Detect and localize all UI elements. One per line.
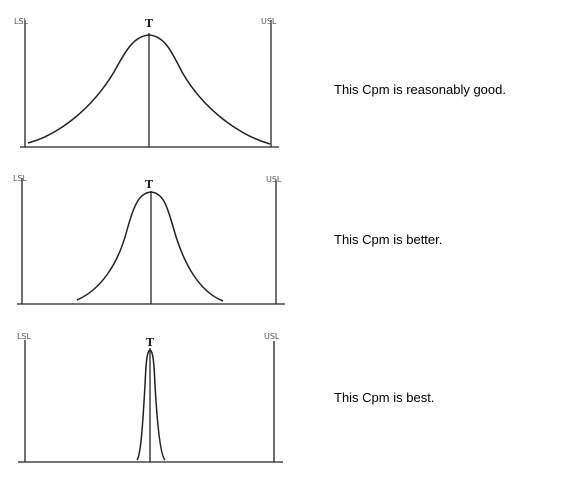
panel-better: LSL USL T bbox=[13, 174, 285, 305]
panel-reasonably-good: LSL USL T bbox=[14, 17, 279, 148]
distribution-curve bbox=[27, 34, 271, 145]
target-label: T bbox=[145, 178, 154, 191]
lsl-label: LSL bbox=[13, 174, 28, 183]
distribution-curve bbox=[76, 191, 224, 302]
panel-best: LSL USL T bbox=[17, 332, 283, 463]
distribution-curve bbox=[136, 349, 166, 461]
usl-label: USL bbox=[261, 17, 277, 26]
lsl-label: LSL bbox=[14, 17, 29, 26]
usl-label: USL bbox=[264, 332, 280, 341]
caption-reasonably-good: This Cpm is reasonably good. bbox=[334, 82, 506, 97]
target-label: T bbox=[145, 17, 154, 30]
lsl-label: LSL bbox=[17, 332, 32, 341]
caption-better: This Cpm is better. bbox=[334, 232, 443, 247]
target-label: T bbox=[146, 336, 155, 349]
caption-best: This Cpm is best. bbox=[334, 390, 435, 405]
usl-label: USL bbox=[266, 175, 282, 184]
